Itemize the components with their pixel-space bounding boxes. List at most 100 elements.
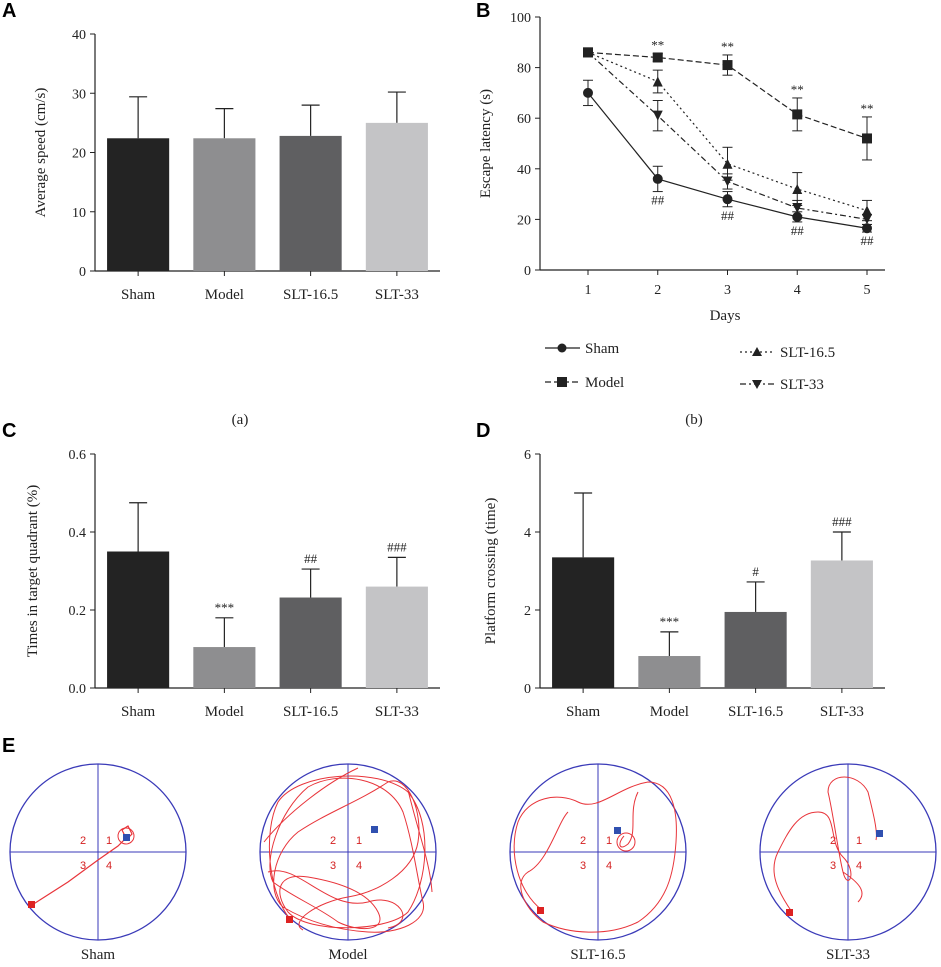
y-tick-label: 0.0 <box>69 682 87 697</box>
panel-c-bar-chart: 0.0 0.2 0.4 0.6 Times in target quadrant (%)… <box>25 448 440 720</box>
data-point-slt-33 <box>652 110 663 121</box>
y-tick-label: 0 <box>524 264 531 279</box>
significance-label: # <box>752 564 759 579</box>
data-point-model <box>862 133 872 144</box>
maze-label-slt-16-5: SLT-16.5 <box>570 947 625 963</box>
y-axis-title: Platform crossing (time) <box>483 498 499 645</box>
data-point-sham <box>583 87 593 98</box>
x-tick-label: SLT-33 <box>820 704 864 720</box>
data-point-sham <box>722 194 733 205</box>
panel-letter-c: C <box>2 420 16 442</box>
significance-label: ## <box>791 223 805 238</box>
bar-model <box>193 138 256 271</box>
quadrant-4-label: 4 <box>356 860 362 872</box>
y-tick-label: 40 <box>517 163 531 178</box>
legend-item-model: Model <box>545 375 624 391</box>
legend-label-slt-33: SLT-33 <box>780 377 824 393</box>
panel-letter-e: E <box>2 735 15 757</box>
quadrant-3-label: 3 <box>80 860 86 872</box>
significance-label: ### <box>832 514 852 529</box>
y-tick-label: 6 <box>524 448 531 463</box>
start-marker <box>28 901 35 908</box>
panel-letter-a: A <box>2 0 16 22</box>
significance-label: ** <box>861 101 874 116</box>
start-marker <box>286 916 293 923</box>
caption-b: (b) <box>685 412 703 428</box>
y-tick-label: 80 <box>517 62 531 77</box>
panel-d-bar-chart: 0 2 4 6 Platform crossing (time) Sham Model ***… <box>483 448 885 720</box>
platform-marker <box>876 830 883 837</box>
data-point-slt-33 <box>792 203 803 214</box>
quadrant-4-label: 4 <box>106 860 112 872</box>
maze-model: 2 1 3 4 <box>259 763 437 941</box>
maze-label-slt-33: SLT-33 <box>826 947 870 963</box>
x-tick-label: SLT-33 <box>375 287 419 303</box>
quadrant-1-label: 1 <box>106 835 112 847</box>
maze-label-model: Model <box>328 947 367 963</box>
x-tick-label: 2 <box>654 283 661 298</box>
x-tick-label: SLT-16.5 <box>283 704 338 720</box>
data-point-slt-16-5 <box>652 76 663 87</box>
start-marker <box>537 907 544 914</box>
series-line-slt-16-5 <box>587 51 868 212</box>
panel-letter-b: B <box>476 0 490 22</box>
y-axis-title: Times in target quadrant (%) <box>25 485 41 657</box>
legend-label-model: Model <box>585 375 624 391</box>
legend-item-slt-16-5: SLT-16.5 <box>740 345 835 361</box>
bar-slt-33 <box>365 586 428 688</box>
bar-model <box>193 647 256 688</box>
bar-sham <box>107 138 170 271</box>
panel-letter-d: D <box>476 420 490 442</box>
panel-a-bar-chart: 0 10 20 30 40 Average speed (cm/s) Sham Model SL… <box>33 28 440 303</box>
y-tick-label: 0 <box>79 265 86 280</box>
significance-label: ## <box>721 208 735 223</box>
quadrant-2-label: 2 <box>830 835 836 847</box>
y-tick-label: 0.2 <box>69 604 87 619</box>
y-tick-label: 20 <box>517 213 531 228</box>
quadrant-2-label: 2 <box>330 835 336 847</box>
data-point-sham <box>862 223 872 234</box>
maze-slt-16-5: 2 1 3 4 <box>509 763 687 941</box>
data-point-slt-16-5 <box>792 184 803 195</box>
x-tick-label: 1 <box>585 283 592 298</box>
quadrant-2-label: 2 <box>580 835 586 847</box>
y-tick-label: 2 <box>524 604 531 619</box>
platform-marker <box>123 834 130 841</box>
quadrant-2-label: 2 <box>80 835 86 847</box>
data-point-model <box>652 52 663 63</box>
bar-slt-33 <box>810 560 873 688</box>
legend-item-sham: Sham <box>545 341 620 357</box>
quadrant-1-label: 1 <box>356 835 362 847</box>
x-tick-label: 5 <box>864 283 871 298</box>
significance-label: ** <box>651 38 664 53</box>
quadrant-4-label: 4 <box>856 860 862 872</box>
data-point-model <box>792 109 803 120</box>
data-point-slt-16-5 <box>862 205 872 216</box>
bar-sham <box>107 551 170 688</box>
data-point-slt-33 <box>722 176 733 187</box>
maze-slt-33: 2 1 3 4 <box>759 763 937 941</box>
data-point-slt-16-5 <box>722 158 733 169</box>
quadrant-1-label: 1 <box>856 835 862 847</box>
data-point-sham <box>652 173 663 184</box>
significance-label: ## <box>861 233 875 248</box>
quadrant-4-label: 4 <box>606 860 612 872</box>
quadrant-3-label: 3 <box>830 860 836 872</box>
bar-sham <box>552 557 615 688</box>
maze-label-sham: Sham <box>81 947 116 963</box>
bar-model <box>638 656 701 688</box>
significance-label: *** <box>215 600 235 615</box>
y-tick-label: 4 <box>524 526 531 541</box>
maze-sham: 2 1 3 4 <box>9 763 187 941</box>
bar-slt-16-5 <box>279 135 342 271</box>
x-tick-label: Sham <box>121 287 156 303</box>
y-tick-label: 30 <box>72 87 86 102</box>
data-point-slt-33 <box>583 47 593 58</box>
y-tick-label: 10 <box>72 206 86 221</box>
y-axis-title: Average speed (cm/s) <box>33 88 49 218</box>
quadrant-3-label: 3 <box>330 860 336 872</box>
y-tick-label: 100 <box>510 11 531 26</box>
y-axis-title: Escape latency (s) <box>478 89 494 198</box>
y-tick-label: 0 <box>524 682 531 697</box>
